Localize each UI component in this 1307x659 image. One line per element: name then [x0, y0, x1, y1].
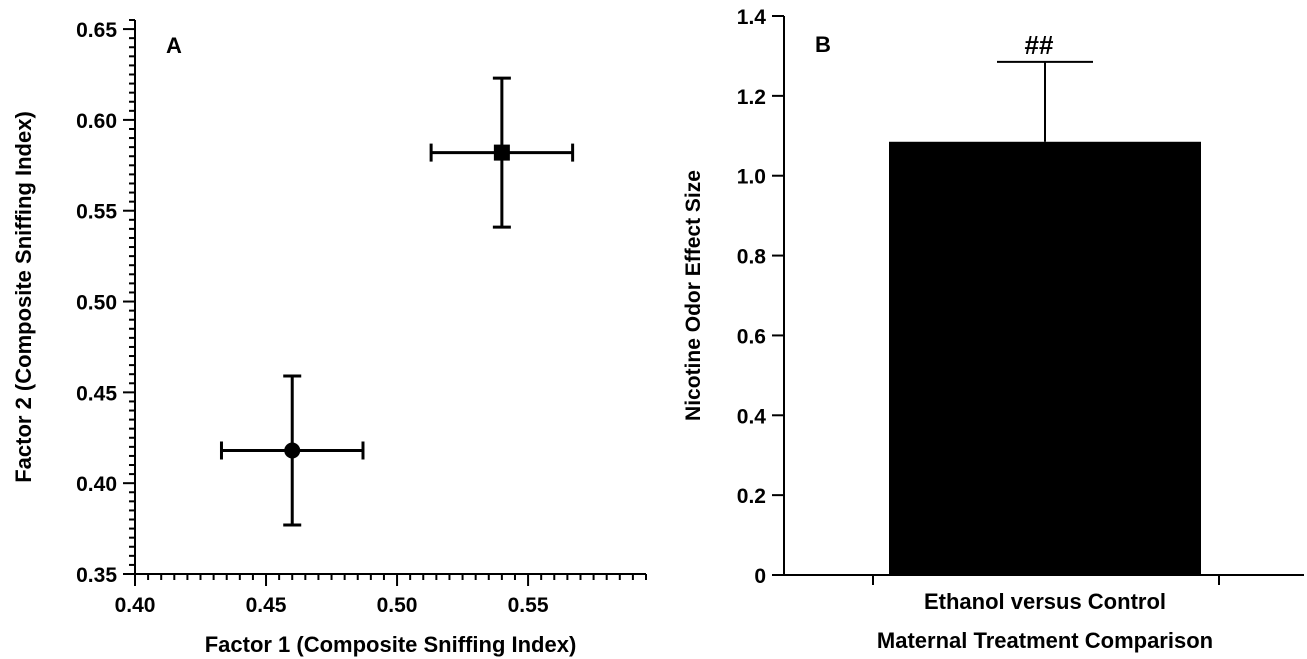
significance-marker: ##	[1025, 30, 1054, 60]
y-axis-title: Factor 2 (Composite Sniffing Index)	[11, 111, 36, 483]
y-tick-label: 0.65	[76, 19, 117, 42]
x-tick-label: 0.55	[508, 594, 549, 617]
y-axis-title: Nicotine Odor Effect Size	[682, 170, 705, 421]
y-tick-label: 0.40	[76, 473, 117, 496]
panel-letter: A	[166, 33, 182, 58]
y-tick-label: 1.4	[737, 6, 767, 29]
data-point-circle	[284, 442, 301, 459]
y-tick-label: 0.60	[76, 110, 117, 133]
x-tick-label: 0.45	[246, 594, 287, 617]
y-tick-label: 0.50	[76, 292, 117, 315]
y-tick-label: 1.0	[737, 166, 766, 189]
y-tick-label: 0.2	[737, 485, 766, 508]
x-axis-title: Factor 1 (Composite Sniffing Index)	[205, 632, 577, 657]
x-axis-title: Maternal Treatment Comparison	[877, 628, 1213, 653]
x-category-label: Ethanol versus Control	[924, 589, 1166, 614]
y-tick-label: 0.55	[76, 201, 117, 224]
panel-letter: B	[815, 32, 831, 57]
data-point-square	[493, 144, 510, 161]
y-tick-label: 0.4	[737, 405, 767, 428]
panel-b-bar-chart: 0 0.2 0.4 0.6 0.8 1.0 1.2 1.4 ## Ethanol versus C…	[682, 6, 1304, 653]
x-tick-label: 0.40	[115, 594, 156, 617]
y-tick-label: 1.2	[737, 86, 766, 109]
y-tick-label: 0.35	[76, 564, 117, 587]
y-tick-label: 0.45	[76, 382, 117, 405]
panel-a-scatter-plot: 0.35 0.40 0.45 0.50 0.55 0.60 0.65 0.40 0.45 0.50…	[11, 19, 647, 657]
y-tick-label: 0.6	[737, 325, 766, 348]
y-tick-label: 0	[754, 565, 766, 588]
x-tick-label: 0.50	[377, 594, 418, 617]
y-tick-label: 0.8	[737, 246, 767, 269]
bar	[889, 141, 1201, 575]
